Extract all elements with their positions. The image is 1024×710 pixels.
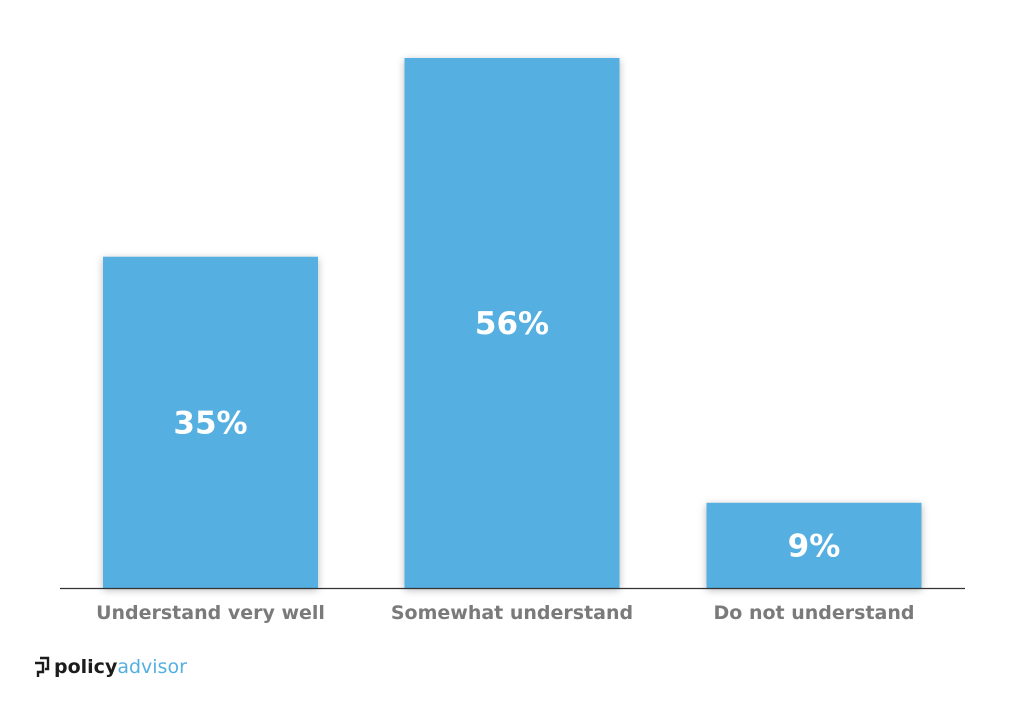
policyadvisor-logo: policy advisor <box>33 654 187 680</box>
category-label-2: Somewhat understand <box>391 602 633 624</box>
category-label-3: Do not understand <box>714 602 915 624</box>
bar-value-label-1: 35% <box>173 405 247 441</box>
logo-text-advisor: advisor <box>117 656 187 678</box>
logo-text-policy: policy <box>54 656 118 678</box>
bar-3 <box>706 502 922 588</box>
bar-value-label-3: 9% <box>788 528 841 564</box>
category-label-1: Understand very well <box>96 602 325 624</box>
bar-2 <box>404 58 620 588</box>
bar-value-label-2: 56% <box>475 306 549 342</box>
bar-1 <box>103 256 318 588</box>
policyadvisor-logo-icon <box>35 656 50 677</box>
